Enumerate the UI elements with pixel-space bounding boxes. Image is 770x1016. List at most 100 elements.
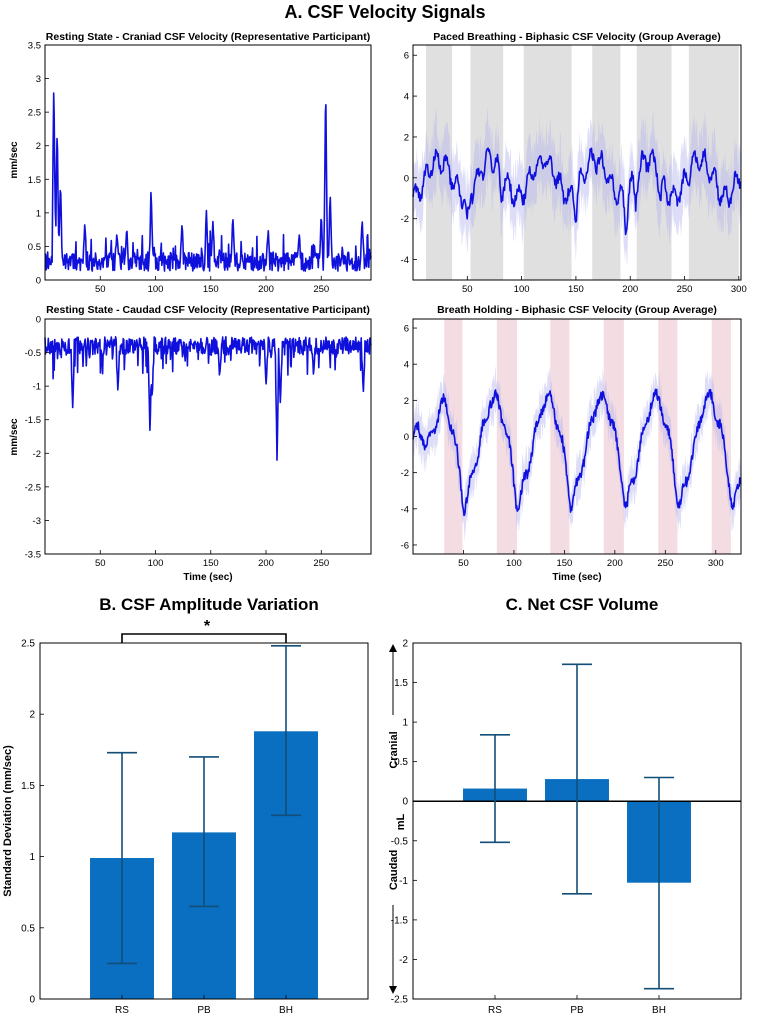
resting-craniad-xtick-label: 50 — [95, 284, 106, 295]
resting-caudad-xtick-label: 200 — [258, 558, 274, 569]
net-volume-ytick-label: -0.5 — [391, 836, 409, 847]
net-volume-ytick-label: 1 — [402, 718, 408, 729]
resting-caudad-title: Resting State - Caudad CSF Velocity (Rep… — [46, 304, 370, 316]
resting-craniad-xtick-label: 250 — [313, 284, 329, 295]
paced-breathing-error-band — [413, 106, 741, 266]
breath-holding-xtick-label: 150 — [556, 558, 572, 569]
breath-holding-axes-frame — [412, 318, 742, 555]
resting-craniad-ylabel: mm/sec — [9, 141, 20, 179]
breath-holding-ytick-label: 2 — [404, 396, 409, 407]
resting-caudad-ylabel: mm/sec — [9, 418, 20, 456]
resting-caudad-signal-line — [44, 336, 372, 461]
resting-caudad-ytick-label: -3 — [33, 516, 41, 527]
resting-caudad-xlabel: Time (sec) — [183, 572, 232, 583]
resting-caudad-ytick-label: -1.5 — [25, 415, 41, 426]
resting-caudad-ytick-label: -1 — [33, 382, 41, 393]
resting-craniad-ytick-label: 1 — [36, 208, 41, 219]
paced-breathing-ytick-label: 6 — [404, 51, 409, 62]
amplitude-category-label: RS — [115, 1005, 129, 1016]
breath-holding-xtick-label: 100 — [506, 558, 522, 569]
resting-caudad-ytick-label: -2 — [33, 449, 41, 460]
breath-holding-ytick-label: 0 — [404, 432, 409, 443]
paced-breathing-ytick-label: 2 — [404, 132, 409, 143]
paced-breathing-xtick-label: 300 — [731, 284, 747, 295]
paced-breathing-axes-frame — [412, 44, 742, 281]
paced-breathing-ytick-label: -2 — [401, 214, 409, 225]
resting-craniad-ytick-label: 3 — [36, 74, 41, 85]
amplitude-category-label: PB — [197, 1005, 211, 1016]
paced-breathing-xtick-label: 150 — [568, 284, 584, 295]
breath-holding-ytick-label: 6 — [404, 324, 409, 335]
paced-breathing-shaded-interval — [636, 45, 672, 280]
breath-holding-xtick-label: 300 — [708, 558, 724, 569]
resting-caudad-ytick-label: -3.5 — [25, 550, 41, 561]
breath-holding-ytick-label: 4 — [404, 360, 409, 371]
breath-holding-ytick-label: -4 — [401, 504, 409, 515]
paced-breathing-ytick-label: 4 — [404, 92, 409, 103]
resting-caudad-xtick-label: 100 — [148, 558, 164, 569]
breath-holding-title: Breath Holding - Biphasic CSF Velocity (… — [437, 304, 717, 316]
net-volume-category-label: PB — [570, 1005, 584, 1016]
amplitude-variation-panel: Standard Deviation (mm/sec) * RS PB BH 0 0.5… — [2, 618, 369, 1016]
net-volume-panel: mL Cranial Caudad RS PB BH -2.5 -2 -1.5 -1 -0.5… — [388, 639, 742, 1016]
net-volume-category-label: RS — [488, 1005, 502, 1016]
section-c-title: C. Net CSF Volume — [506, 595, 659, 614]
breath-holding-signal-line — [412, 388, 742, 517]
resting-caudad-panel: Resting State - Caudad CSF Velocity (Rep… — [9, 304, 372, 583]
resting-craniad-panel: Resting State - Craniad CSF Velocity (Re… — [9, 31, 372, 295]
net-volume-ytick-label: 1.5 — [394, 678, 408, 689]
breath-holding-shaded-interval — [603, 319, 624, 554]
resting-caudad-xtick-label: 150 — [203, 558, 219, 569]
net-volume-ytick-label: -1.5 — [391, 915, 409, 926]
breath-holding-xlabel: Time (sec) — [552, 572, 601, 583]
resting-craniad-ytick-label: 3.5 — [28, 41, 41, 52]
paced-breathing-ytick-label: -4 — [401, 255, 409, 266]
amplitude-ytick-label: 1.5 — [21, 781, 35, 792]
section-b-title: B. CSF Amplitude Variation — [99, 595, 318, 614]
paced-breathing-xtick-label: 250 — [677, 284, 693, 295]
resting-craniad-ytick-label: 2.5 — [28, 108, 41, 119]
net-volume-ytick-label: 0.5 — [394, 757, 408, 768]
net-volume-axes-frame — [412, 642, 742, 1000]
breath-holding-xtick-label: 50 — [458, 558, 469, 569]
significance-bracket — [121, 633, 287, 643]
breath-holding-xtick-label: 250 — [657, 558, 673, 569]
resting-caudad-ytick-label: 0 — [36, 315, 41, 326]
amplitude-ylabel: Standard Deviation (mm/sec) — [2, 745, 14, 897]
resting-craniad-axes-frame — [44, 44, 372, 281]
breath-holding-ytick-label: -2 — [401, 468, 409, 479]
breath-holding-shaded-interval — [444, 319, 463, 554]
resting-caudad-ytick-label: -2.5 — [25, 482, 41, 493]
cranial-direction-label: Cranial — [388, 731, 400, 768]
resting-craniad-ytick-label: 2 — [36, 141, 41, 152]
amplitude-ytick-label: 0.5 — [21, 923, 35, 934]
significance-star: * — [204, 618, 211, 635]
paced-breathing-xtick-label: 200 — [622, 284, 638, 295]
resting-caudad-xtick-label: 50 — [95, 558, 106, 569]
resting-caudad-ytick-label: -0.5 — [25, 348, 41, 359]
resting-craniad-title: Resting State - Craniad CSF Velocity (Re… — [46, 31, 370, 43]
paced-breathing-xtick-label: 100 — [514, 284, 530, 295]
net-volume-ytick-label: 0 — [402, 797, 408, 808]
net-volume-ytick-label: -1 — [399, 876, 408, 887]
amplitude-ytick-label: 2 — [29, 710, 35, 721]
caudad-direction-label: Caudad — [388, 850, 400, 890]
paced-breathing-xtick-label: 50 — [462, 284, 473, 295]
net-volume-ytick-label: 2 — [402, 639, 408, 650]
resting-craniad-signal-line — [44, 92, 372, 272]
breath-holding-shaded-interval — [711, 319, 731, 554]
amplitude-ytick-label: 2.5 — [21, 639, 35, 650]
net-volume-ytick-label: -2 — [399, 955, 408, 966]
breath-holding-xtick-label: 200 — [607, 558, 623, 569]
breath-holding-ytick-label: -6 — [401, 540, 409, 551]
breath-holding-shaded-interval — [658, 319, 678, 554]
resting-craniad-xtick-label: 150 — [203, 284, 219, 295]
net-volume-ytick-label: -2.5 — [391, 995, 409, 1006]
breath-holding-panel: Breath Holding - Biphasic CSF Velocity (… — [401, 304, 742, 583]
net-volume-category-label: BH — [652, 1005, 666, 1016]
breath-holding-error-band — [413, 365, 741, 542]
paced-breathing-panel: Paced Breathing - Biphasic CSF Velocity … — [401, 31, 747, 295]
resting-craniad-ytick-label: 1.5 — [28, 175, 41, 186]
paced-breathing-signal-line — [412, 147, 742, 236]
